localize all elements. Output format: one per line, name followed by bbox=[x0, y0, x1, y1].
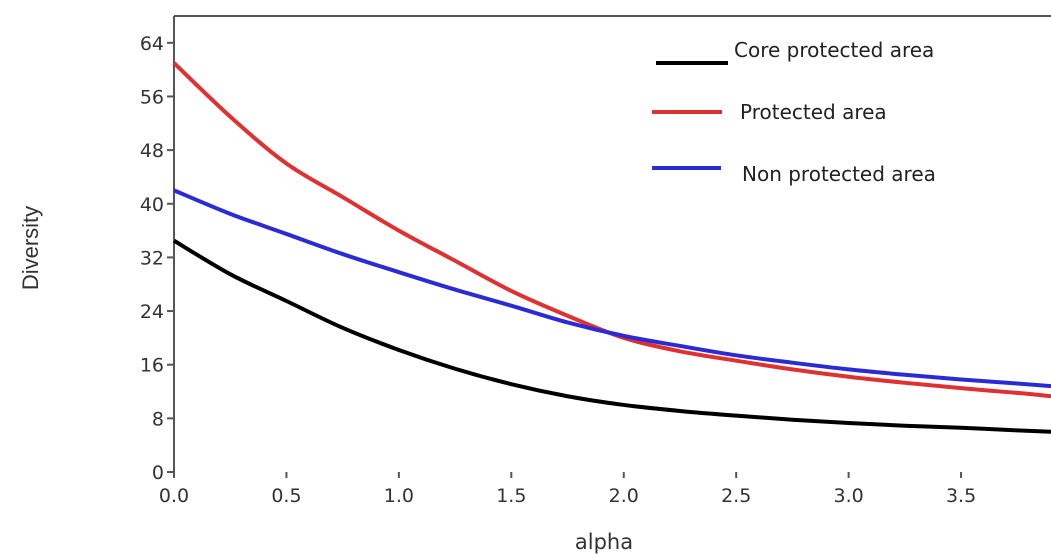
y-tick-label: 56 bbox=[140, 86, 164, 108]
legend-label-protected-area: Protected area bbox=[740, 100, 887, 124]
y-axis-title: Diversity bbox=[18, 206, 43, 290]
x-tick-label: 3.5 bbox=[946, 485, 976, 507]
x-axis-ticks: 0.0 0.5 1.0 1.5 2.0 2.5 3.0 3.5 bbox=[159, 472, 976, 507]
y-tick-label: 48 bbox=[140, 140, 164, 162]
y-tick-label: 32 bbox=[140, 247, 164, 269]
x-tick-label: 2.5 bbox=[721, 485, 751, 507]
y-tick-label: 40 bbox=[140, 194, 164, 216]
x-tick-label: 1.5 bbox=[496, 485, 526, 507]
y-tick-label: 0 bbox=[152, 462, 164, 484]
x-tick-label: 2.0 bbox=[609, 485, 639, 507]
legend-label-core-protected-area: Core protected area bbox=[734, 38, 934, 62]
x-tick-label: 0.5 bbox=[271, 485, 301, 507]
y-axis-ticks: 0 8 16 24 32 40 48 56 64 bbox=[140, 33, 174, 484]
x-tick-label: 0.0 bbox=[159, 485, 189, 507]
series-line-core-protected-area bbox=[172, 238, 1051, 434]
y-tick-label: 8 bbox=[152, 408, 164, 430]
series-lines bbox=[172, 61, 1051, 434]
y-tick-label: 24 bbox=[140, 301, 164, 323]
x-tick-label: 3.0 bbox=[834, 485, 864, 507]
x-axis-title: alpha bbox=[575, 530, 633, 554]
series-line-protected-area bbox=[172, 61, 1051, 399]
legend-label-non-protected-area: Non protected area bbox=[742, 162, 936, 186]
x-tick-label: 1.0 bbox=[384, 485, 414, 507]
legend: Core protected area Protected area Non pro… bbox=[652, 38, 936, 186]
series-line-non-protected-area bbox=[173, 188, 1051, 389]
y-tick-label: 64 bbox=[140, 33, 164, 55]
y-tick-label: 16 bbox=[140, 355, 164, 377]
